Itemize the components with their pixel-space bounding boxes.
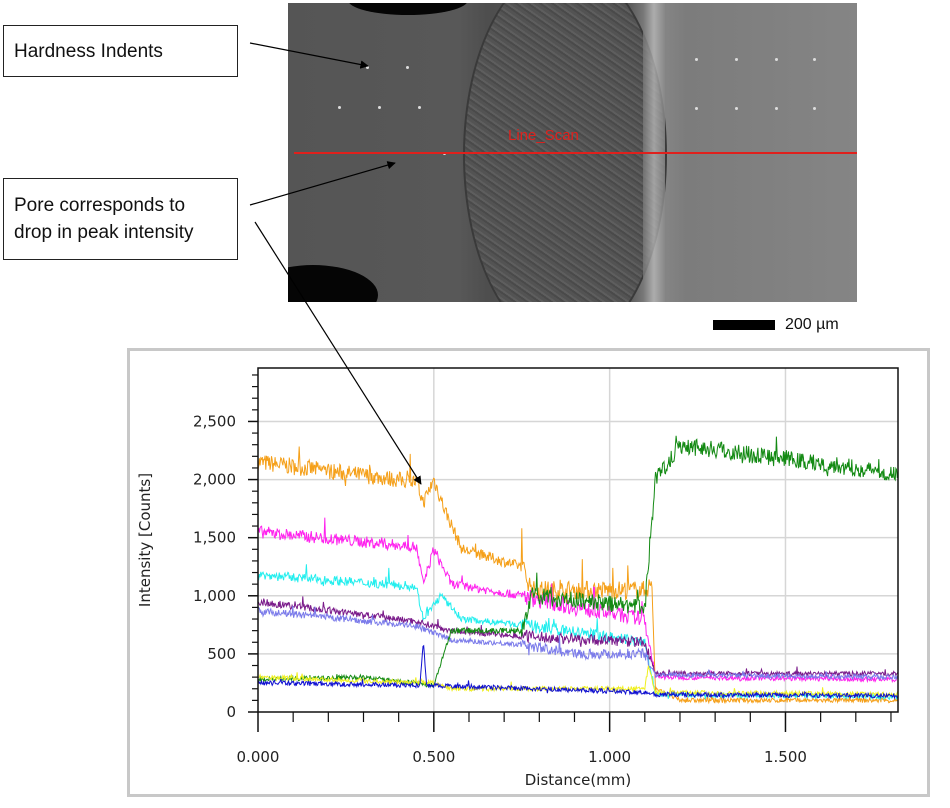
hardness-indents-label: Hardness Indents	[14, 40, 163, 62]
series-line-5	[257, 605, 899, 681]
series-line-4	[257, 596, 899, 678]
line-scan-label: Line_Scan	[508, 127, 579, 144]
hardness-indent	[813, 58, 816, 61]
arrow-to-indents	[249, 42, 369, 69]
series-group	[257, 435, 899, 705]
y-tick-label: 0	[226, 703, 236, 721]
hardness-indents-callout: Hardness Indents	[3, 25, 238, 77]
hardness-indent	[418, 106, 421, 109]
scale-bar-label: 200 µm	[785, 316, 839, 333]
hardness-indent	[775, 107, 778, 110]
hardness-indent	[695, 107, 698, 110]
y-tick-label: 1,500	[193, 529, 236, 547]
pore-callout: Pore corresponds to drop in peak intensi…	[3, 178, 238, 260]
sem-micrograph: Line_Scan	[288, 3, 857, 302]
hardness-indent	[406, 66, 409, 69]
hardness-indent	[378, 106, 381, 109]
hardness-indent	[813, 107, 816, 110]
series-line-1	[257, 446, 899, 705]
hardness-indent	[735, 58, 738, 61]
hardness-indent	[695, 58, 698, 61]
hardness-indent	[735, 107, 738, 110]
series-line-3	[257, 564, 899, 701]
y-axis-label: Intensity [Counts]	[136, 473, 154, 607]
y-tick-label: 2,000	[193, 471, 236, 489]
hardness-indent	[775, 58, 778, 61]
x-axis-label: Distance(mm)	[525, 771, 632, 789]
arrow-to-intensity-drop	[254, 221, 422, 485]
plot-border	[257, 367, 899, 713]
line-scan-path	[294, 152, 857, 154]
x-tick-label: 0.000	[237, 748, 280, 766]
axes: 0 500 1,000 1,500 2,000 2,500 0.000 0.500 1.000 1…	[193, 374, 892, 766]
series-line-6	[257, 435, 899, 688]
chart-frame	[127, 348, 930, 797]
y-tick-label: 500	[207, 645, 236, 663]
y-tick-label: 2,500	[193, 412, 236, 430]
dark-region	[348, 3, 468, 15]
hardness-indent	[338, 106, 341, 109]
series-line-8	[257, 644, 899, 700]
scale-bar	[713, 320, 775, 330]
x-tick-label: 0.500	[412, 748, 455, 766]
pore-label-line1: Pore corresponds to	[14, 195, 186, 216]
x-tick-label: 1.000	[588, 748, 631, 766]
arrow-to-pore	[249, 161, 396, 206]
x-tick-label: 1.500	[764, 748, 807, 766]
y-tick-label: 1,000	[193, 587, 236, 605]
pore-label-line2: drop in peak intensity	[14, 222, 194, 243]
